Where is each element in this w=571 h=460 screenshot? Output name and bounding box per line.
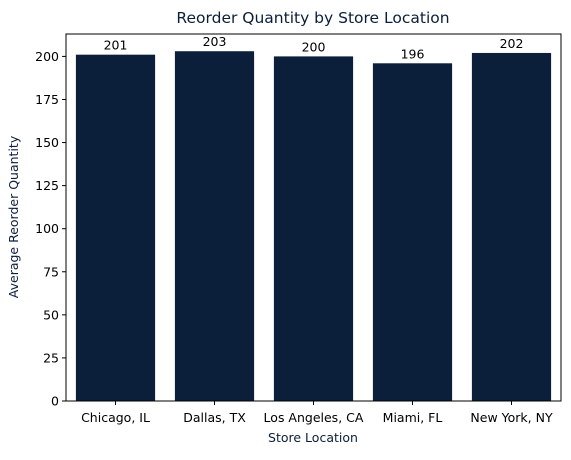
bar [372, 63, 453, 401]
y-tick-label: 100 [35, 221, 59, 236]
bars-group [75, 51, 552, 402]
bar-value-label: 201 [104, 38, 128, 53]
bar-value-label: 200 [302, 39, 326, 54]
bar [174, 51, 255, 401]
y-tick-label: 125 [35, 178, 59, 193]
y-tick-label: 50 [43, 307, 59, 322]
bar [273, 56, 354, 402]
bar-value-label: 196 [401, 46, 425, 61]
x-tick-label: Dallas, TX [183, 410, 246, 425]
bar-value-label: 202 [500, 36, 524, 51]
bar [471, 52, 552, 401]
x-axis-ticks: Chicago, IL Dallas, TX Los Angeles, CA Miam… [81, 401, 553, 425]
bar [75, 54, 156, 402]
x-tick-label: New York, NY [470, 410, 553, 425]
plot-area-frame [65, 33, 562, 402]
chart-title: Reorder Quantity by Store Location [176, 9, 449, 27]
y-tick-label: 175 [35, 92, 59, 107]
y-tick-label: 200 [35, 49, 59, 64]
data-labels-group: 201 203 200 196 202 [104, 34, 524, 61]
y-axis-ticks: 0 25 50 75 100 125 150 175 200 [35, 49, 66, 409]
y-tick-label: 25 [43, 350, 59, 365]
y-tick-label: 0 [51, 394, 59, 409]
bar-value-label: 203 [203, 34, 227, 49]
x-axis-label: Store Location [268, 430, 358, 445]
y-axis-label: Average Reorder Quantity [6, 135, 21, 298]
x-tick-label: Miami, FL [383, 410, 443, 425]
x-tick-label: Chicago, IL [81, 410, 150, 425]
x-tick-label: Los Angeles, CA [264, 410, 364, 425]
y-tick-label: 75 [43, 264, 59, 279]
y-tick-label: 150 [35, 135, 59, 150]
